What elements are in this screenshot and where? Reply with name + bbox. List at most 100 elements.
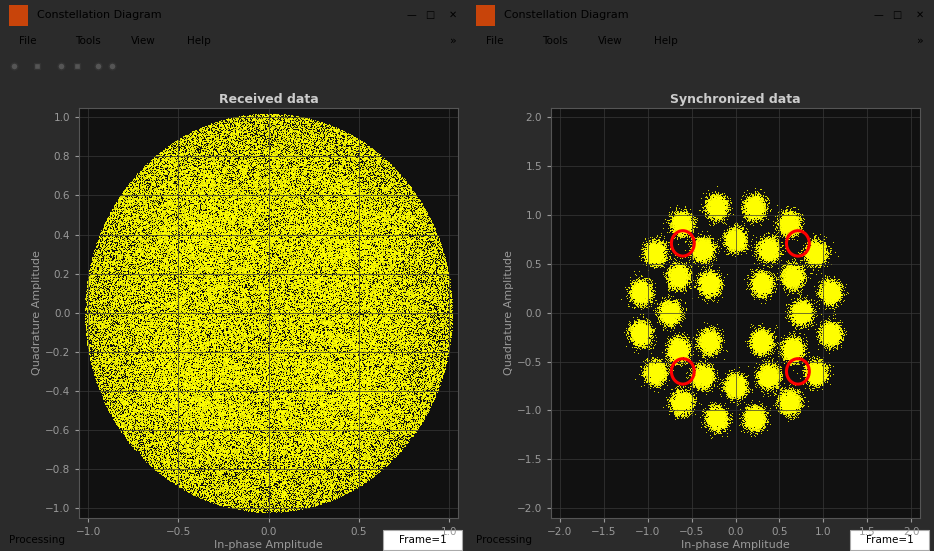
Point xyxy=(138,393,153,402)
Point xyxy=(123,313,138,322)
Point xyxy=(112,392,127,401)
Point xyxy=(393,350,408,359)
Point xyxy=(742,201,757,209)
Point xyxy=(167,200,182,209)
Point xyxy=(352,224,367,233)
Point xyxy=(339,209,354,218)
Point xyxy=(259,444,274,452)
Point xyxy=(651,242,666,251)
Point xyxy=(324,299,339,307)
Point xyxy=(737,387,752,396)
Point xyxy=(694,374,709,383)
Point xyxy=(802,253,817,262)
Point xyxy=(780,396,795,405)
Point xyxy=(233,234,248,242)
Point xyxy=(705,201,720,210)
Point xyxy=(642,378,657,387)
Point xyxy=(213,196,228,204)
Point xyxy=(215,279,230,288)
Point xyxy=(670,339,685,348)
Point xyxy=(136,164,151,173)
Point xyxy=(785,226,800,235)
Point xyxy=(644,250,659,258)
Point xyxy=(807,258,822,267)
Point xyxy=(700,255,715,264)
Point xyxy=(261,457,276,466)
Point xyxy=(290,429,304,438)
Point xyxy=(804,369,819,377)
Point xyxy=(91,252,106,261)
Point xyxy=(645,378,660,387)
Point xyxy=(112,321,127,330)
Point xyxy=(730,234,745,242)
Point xyxy=(763,364,778,373)
Point xyxy=(671,264,686,273)
Point xyxy=(296,300,311,309)
Point xyxy=(284,459,299,468)
Point xyxy=(214,223,229,231)
Point xyxy=(375,306,390,315)
Point xyxy=(273,420,288,429)
Point xyxy=(318,303,333,312)
Point xyxy=(313,362,328,371)
Point xyxy=(250,300,265,309)
Point xyxy=(351,409,366,418)
Point xyxy=(743,416,757,425)
Point xyxy=(323,255,338,264)
Point xyxy=(766,359,781,368)
Point xyxy=(635,294,650,303)
Point xyxy=(284,167,299,176)
Point xyxy=(345,241,360,250)
Point xyxy=(182,246,197,255)
Point xyxy=(389,179,404,187)
Point xyxy=(765,371,780,380)
Point xyxy=(643,325,658,334)
Point xyxy=(667,258,682,267)
Point xyxy=(701,250,716,259)
Point xyxy=(345,376,360,385)
Point xyxy=(689,254,704,263)
Point xyxy=(672,273,686,282)
Point xyxy=(184,251,199,260)
Point xyxy=(324,264,339,273)
Point xyxy=(123,369,138,377)
Point xyxy=(757,279,772,288)
Point xyxy=(705,288,720,296)
Point xyxy=(734,229,749,237)
Point xyxy=(371,311,386,320)
Point xyxy=(339,201,354,209)
Point xyxy=(131,361,146,370)
Point xyxy=(230,490,245,499)
Point xyxy=(134,441,149,450)
Point xyxy=(113,204,128,213)
Point xyxy=(153,463,168,472)
Point xyxy=(781,393,796,402)
Point xyxy=(297,233,312,241)
Point xyxy=(695,238,710,247)
Point xyxy=(753,273,768,282)
Point xyxy=(426,318,441,327)
Point xyxy=(107,400,122,409)
Point xyxy=(284,387,299,396)
Point xyxy=(250,341,265,350)
Point xyxy=(114,353,129,361)
Point xyxy=(247,341,262,350)
Point xyxy=(302,163,317,172)
Point xyxy=(200,270,215,279)
Point xyxy=(389,266,403,274)
Point xyxy=(696,375,711,384)
Point xyxy=(787,272,802,281)
Point xyxy=(385,241,400,250)
Point xyxy=(798,305,813,314)
Point xyxy=(102,388,117,397)
Point xyxy=(416,247,431,256)
Point xyxy=(112,422,127,430)
Point xyxy=(342,214,357,223)
Point xyxy=(712,212,727,221)
Point xyxy=(103,221,118,230)
Point xyxy=(149,153,163,162)
Point xyxy=(700,372,715,381)
Point xyxy=(365,313,380,322)
Point xyxy=(746,410,761,419)
Point xyxy=(328,417,343,426)
